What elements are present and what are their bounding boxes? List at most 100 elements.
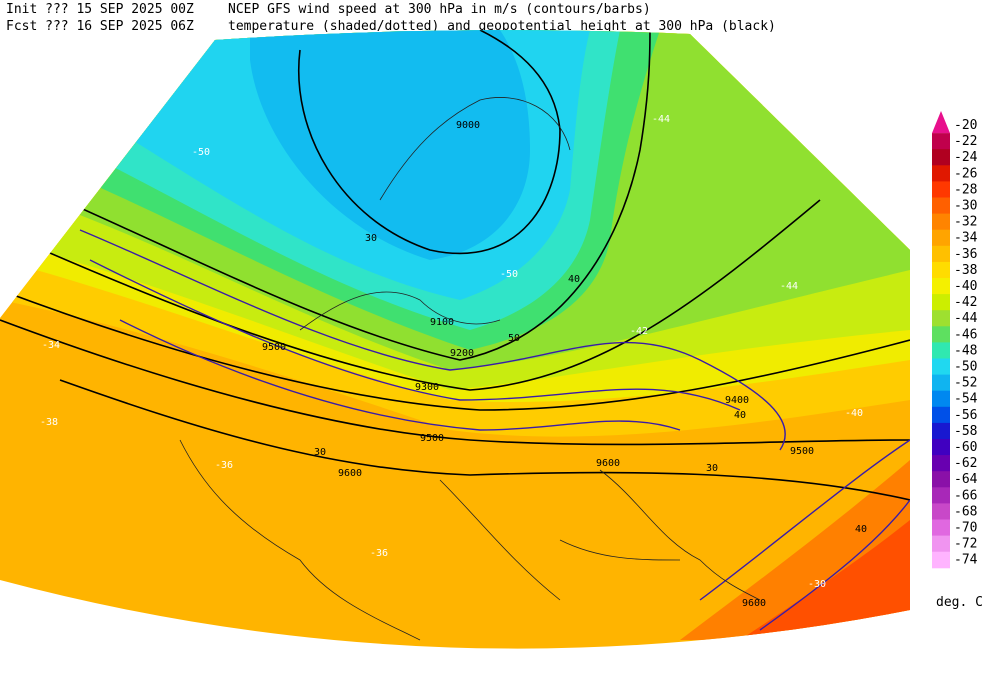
contour-label: 9600 xyxy=(596,458,620,469)
colorbar-label: -34 xyxy=(954,231,978,246)
temp-label: -44 xyxy=(652,114,670,125)
colorbar-unit: deg. C xyxy=(936,595,983,610)
temp-label: -30 xyxy=(808,579,826,590)
colorbar-label: -70 xyxy=(954,521,977,536)
colorbar-label: -54 xyxy=(954,392,978,407)
contour-label: 9500 xyxy=(420,433,444,444)
wind-label: 30 xyxy=(365,233,377,244)
colorbar-label: -28 xyxy=(954,182,977,197)
colorbar-label: -66 xyxy=(954,488,977,503)
colorbar-box xyxy=(932,406,950,424)
colorbar-box xyxy=(932,519,950,537)
colorbar-box xyxy=(932,503,950,520)
colorbar-label: -68 xyxy=(954,504,977,519)
colorbar-box xyxy=(932,294,950,311)
colorbar-box xyxy=(932,422,950,440)
contour-label: 9000 xyxy=(456,120,480,131)
contour-label: 9200 xyxy=(450,348,474,359)
temp-label: -36 xyxy=(215,460,233,471)
colorbar-box xyxy=(932,326,950,343)
map-labels: 9000 9100 9200 9300 9400 9500 9600 9600 … xyxy=(40,114,867,609)
colorbar-box xyxy=(932,374,950,392)
colorbar-label: -40 xyxy=(954,279,977,294)
wind-label: 40 xyxy=(734,410,746,421)
temp-label: -38 xyxy=(40,417,58,428)
coastlines xyxy=(179,97,761,641)
colorbar-box xyxy=(932,487,950,504)
colorbar-arrow xyxy=(932,111,950,134)
colorbar-label: -60 xyxy=(954,440,977,455)
colorbar-box xyxy=(932,149,950,166)
colorbar-box xyxy=(932,535,950,553)
colorbar-label: -64 xyxy=(954,472,978,487)
wind-label: 40 xyxy=(568,274,580,285)
colorbar-box xyxy=(932,342,950,359)
colorbar-box xyxy=(932,310,950,327)
contour-label: 9500 xyxy=(790,446,814,457)
colorbar-box xyxy=(932,181,950,198)
contour-label: 9500 xyxy=(262,342,286,353)
temp-label: -42 xyxy=(630,326,648,337)
colorbar-label: -42 xyxy=(954,295,977,310)
temp-label: -44 xyxy=(780,281,798,292)
wind-label: 50 xyxy=(508,333,520,344)
contour-label: 9400 xyxy=(725,395,749,406)
colorbar-label: -62 xyxy=(954,456,977,471)
wind-contours xyxy=(79,229,910,631)
colorbar-label: -36 xyxy=(954,247,977,262)
height-contours xyxy=(0,30,910,501)
temp-label: -40 xyxy=(845,408,863,419)
colorbar-box xyxy=(932,358,950,376)
colorbar-box xyxy=(932,455,950,472)
header-line: temperature (shaded/dotted) and geopoten… xyxy=(228,19,776,34)
colorbar-label: -50 xyxy=(954,360,977,375)
wind-label: 30 xyxy=(314,447,326,458)
init-label: Init ??? 15 SEP 2025 00Z xyxy=(6,2,194,17)
wind-label: 40 xyxy=(855,524,867,535)
colorbar-box xyxy=(932,197,950,215)
colorbar-box xyxy=(932,390,950,408)
colorbar-box xyxy=(932,165,950,182)
temp-field xyxy=(740,520,910,640)
colorbar-label: -46 xyxy=(954,327,977,342)
colorbar-box xyxy=(932,133,950,150)
contour-label: 9100 xyxy=(430,317,454,328)
fcst-label: Fcst ??? 16 SEP 2025 06Z xyxy=(6,19,194,34)
colorbar-label: -26 xyxy=(954,166,977,181)
colorbar-label: -24 xyxy=(954,150,978,165)
temp-label: -50 xyxy=(500,269,518,280)
temp-label: -50 xyxy=(192,147,210,158)
colorbar-label: -38 xyxy=(954,263,977,278)
colorbar-label: -74 xyxy=(954,553,978,568)
contour-label: 9600 xyxy=(338,468,362,479)
colorbar-box xyxy=(932,229,950,247)
colorbar-label: -72 xyxy=(954,537,977,552)
colorbar-label: -20 xyxy=(954,118,977,133)
colorbar-box xyxy=(932,439,950,456)
colorbar-label: -48 xyxy=(954,343,977,358)
temp-label: -34 xyxy=(42,340,60,351)
contour-label: 9600 xyxy=(742,598,766,609)
colorbar-label: -56 xyxy=(954,408,977,423)
colorbar-box xyxy=(932,551,950,569)
colorbar-label: -52 xyxy=(954,376,977,391)
colorbar-label: -44 xyxy=(954,311,978,326)
temp-label: -36 xyxy=(370,548,388,559)
colorbar-box xyxy=(932,261,950,279)
temp-field xyxy=(250,30,530,260)
colorbar-box xyxy=(932,213,950,231)
wind-label: 30 xyxy=(706,463,718,474)
colorbar-label: -32 xyxy=(954,215,977,230)
colorbar-box xyxy=(932,278,950,295)
header-line: NCEP GFS wind speed at 300 hPa in m/s (c… xyxy=(228,2,651,17)
colorbar-label: -22 xyxy=(954,134,977,149)
colorbar: -20-22-24-26-28-30-32-34-36-38-40-42-44-… xyxy=(932,111,978,569)
colorbar-label: -30 xyxy=(954,199,977,214)
colorbar-box xyxy=(932,245,950,263)
contour-label: 9300 xyxy=(415,382,439,393)
colorbar-label: -58 xyxy=(954,424,977,439)
colorbar-box xyxy=(932,471,950,488)
